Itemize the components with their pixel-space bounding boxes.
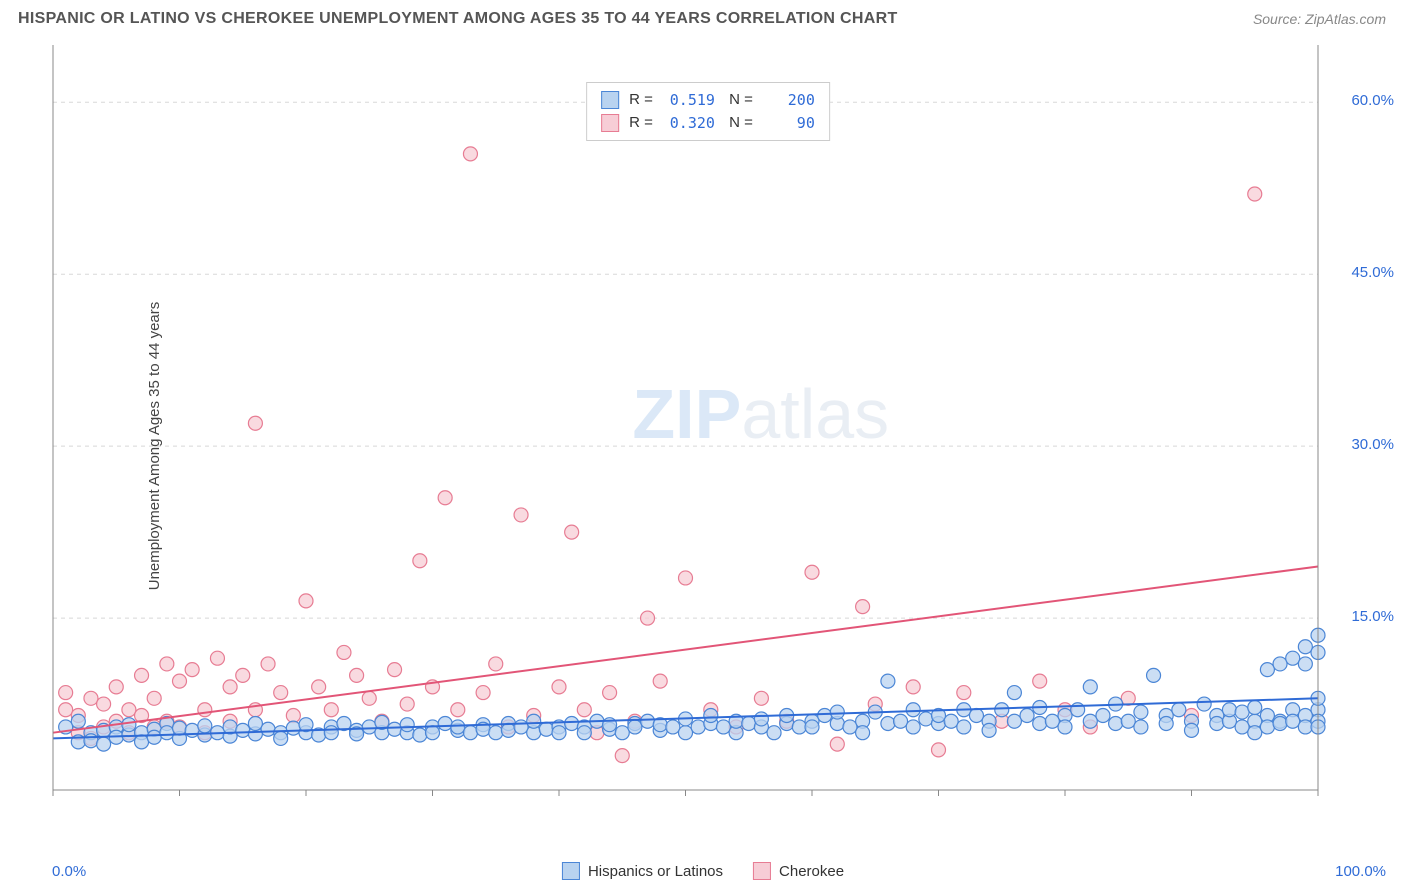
chart-title: HISPANIC OR LATINO VS CHEROKEE UNEMPLOYM… bbox=[18, 10, 898, 28]
stat-r-label: R = bbox=[629, 89, 653, 112]
stat-r-label: R = bbox=[629, 112, 653, 135]
legend-item: Hispanics or Latinos bbox=[562, 862, 723, 880]
legend-swatch bbox=[601, 114, 619, 132]
legend-item: Cherokee bbox=[753, 862, 844, 880]
stats-legend: R = 0.519 N = 200 R = 0.320 N = 90 bbox=[586, 82, 830, 141]
stat-n-label: N = bbox=[725, 89, 753, 112]
x-axis-min-label: 0.0% bbox=[52, 863, 86, 880]
stat-n-value: 200 bbox=[763, 89, 815, 112]
legend-label: Cherokee bbox=[779, 863, 844, 880]
scatter-plot bbox=[48, 40, 1368, 820]
stat-n-value: 90 bbox=[763, 112, 815, 135]
bottom-legend: Hispanics or Latinos Cherokee bbox=[562, 862, 844, 880]
legend-swatch bbox=[562, 862, 580, 880]
chart-header: HISPANIC OR LATINO VS CHEROKEE UNEMPLOYM… bbox=[0, 0, 1406, 34]
y-tick-label: 45.0% bbox=[1351, 264, 1394, 281]
stat-legend-row: R = 0.519 N = 200 bbox=[601, 89, 815, 112]
stat-legend-row: R = 0.320 N = 90 bbox=[601, 112, 815, 135]
legend-swatch bbox=[753, 862, 771, 880]
stat-n-label: N = bbox=[725, 112, 753, 135]
stat-r-value: 0.320 bbox=[663, 112, 715, 135]
legend-label: Hispanics or Latinos bbox=[588, 863, 723, 880]
legend-swatch bbox=[601, 91, 619, 109]
x-axis-max-label: 100.0% bbox=[1335, 863, 1386, 880]
y-tick-label: 60.0% bbox=[1351, 92, 1394, 109]
y-tick-label: 30.0% bbox=[1351, 436, 1394, 453]
chart-area: ZIPatlas R =0.519 N =200R =0.320 N =90 bbox=[48, 40, 1368, 820]
y-tick-label: 15.0% bbox=[1351, 608, 1394, 625]
stat-r-value: 0.519 bbox=[663, 89, 715, 112]
source-attribution: Source: ZipAtlas.com bbox=[1253, 11, 1386, 27]
